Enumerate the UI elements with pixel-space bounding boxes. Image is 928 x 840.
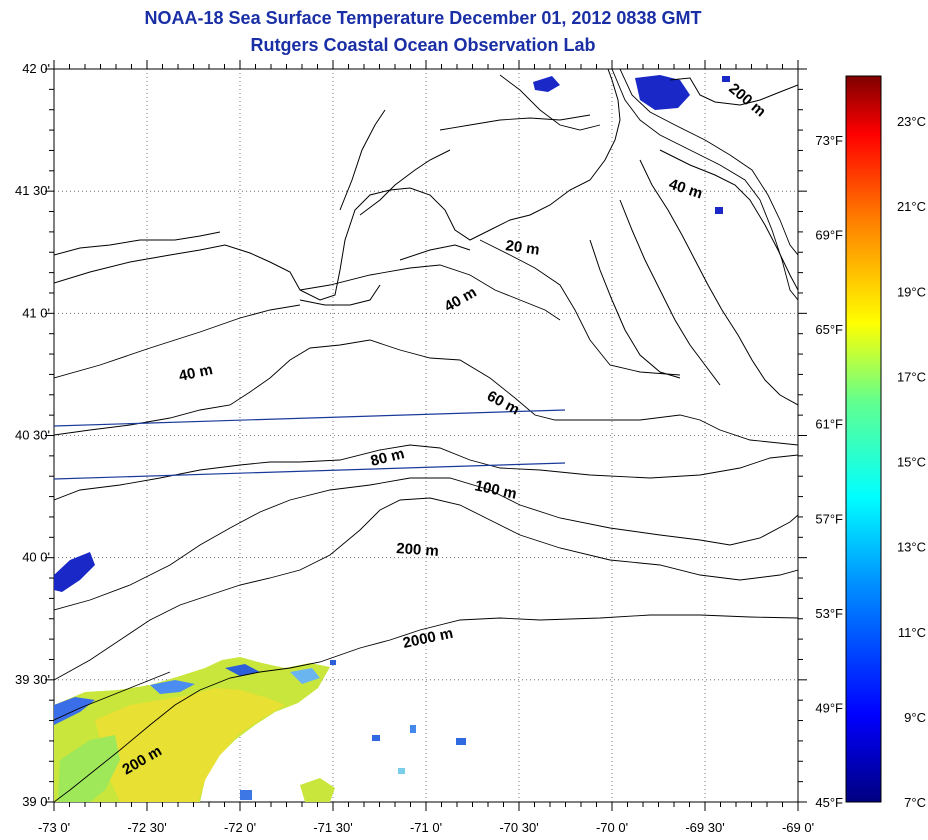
colorbar-celsius-label: 17°C [897,369,926,384]
sst-data-patch-northeast [635,75,690,110]
colorbar-fahrenheit-label: 49°F [815,700,843,715]
swath-lines [54,409,566,480]
colorbar-fahrenheit-label: 69°F [815,228,843,243]
colorbar-celsius-label: 23°C [897,114,926,129]
colorbar-celsius-label: 9°C [904,710,926,725]
x-tick-label: -70 30' [499,820,538,835]
x-tick-label: -73 0' [38,820,70,835]
colorbar [845,75,882,803]
colorbar-celsius-label: 7°C [904,795,926,810]
colorbar-celsius-label: 19°C [897,284,926,299]
y-tick-label: 39 30' [15,672,50,687]
depth-label-20m-north: 20 m [504,237,540,259]
depth-label-40m-west: 40 m [177,361,214,385]
x-tick-label: -71 0' [410,820,442,835]
colorbar-fahrenheit-label: 65°F [815,322,843,337]
coastline [54,69,798,406]
graticule [54,69,798,802]
y-tick-label: 41 30' [15,183,50,198]
x-tick-label: -69 30' [685,820,724,835]
sst-data-patch-southwest [54,657,466,802]
x-tick-label: -69 0' [782,820,814,835]
x-tick-label: -70 0' [596,820,628,835]
colorbar-labels: 23°C 21°C 19°C 17°C 15°C 13°C 11°C 9°C 7°C 73°F 69… [815,114,926,810]
axis-ticks: -73 0' -72 30' -72 0' -71 30' -71 0' -70 30' -… [15,60,814,835]
sst-data-patch-north [533,76,560,92]
colorbar-fahrenheit-label: 57°F [815,511,843,526]
x-tick-label: -72 0' [224,820,256,835]
colorbar-celsius-label: 21°C [897,199,926,214]
colorbar-celsius-label: 11°C [898,625,926,640]
colorbar-fahrenheit-label: 61°F [815,417,843,432]
colorbar-fahrenheit-label: 73°F [815,133,843,148]
depth-label-200m-center: 200 m [396,540,440,560]
x-tick-label: -72 30' [127,820,166,835]
y-tick-label: 40 30' [15,428,50,443]
colorbar-celsius-label: 13°C [897,540,926,555]
y-tick-label: 40 0' [22,550,50,565]
y-tick-label: 41 0' [22,305,50,320]
colorbar-celsius-label: 15°C [897,455,926,470]
colorbar-fahrenheit-label: 53°F [815,606,843,621]
y-tick-label: 42 0' [22,61,50,76]
map-subtitle: Rutgers Coastal Ocean Observation Lab [250,35,596,55]
map-title: NOAA-18 Sea Surface Temperature December… [144,8,702,28]
colorbar-fahrenheit-label: 45°F [815,795,843,810]
x-tick-label: -71 30' [313,820,352,835]
sst-data-patch-west [54,552,95,592]
y-tick-label: 39 0' [22,794,50,809]
